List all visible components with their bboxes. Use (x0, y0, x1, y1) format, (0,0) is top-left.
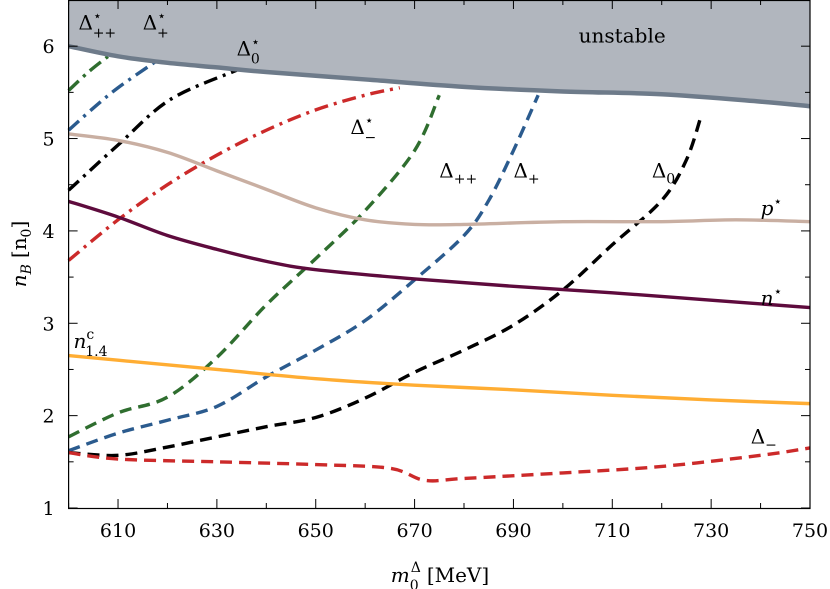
series-line-2 (67, 68, 238, 192)
series-line-5 (68, 94, 540, 453)
x-axis-label: m0Δ [MeV] (391, 560, 489, 589)
series-line-10 (68, 353, 811, 406)
x-tick-label: 650 (298, 520, 334, 542)
y-tick-label: 5 (43, 129, 55, 151)
unstable-region (68, 0, 811, 107)
plot-frame (67, 0, 811, 510)
x-tick-label: 630 (199, 520, 235, 542)
x-tick-label: 750 (792, 520, 828, 542)
x-tick-label: 710 (594, 520, 630, 542)
x-tick-label: 730 (693, 520, 729, 542)
series-line-1 (67, 60, 157, 132)
series-label-0: Δ⋆ ++ (78, 9, 116, 42)
series-label-4: Δ++ (439, 158, 477, 187)
series-label-6: Δ0 (652, 158, 675, 187)
y-axis-label: nB[n0] (7, 221, 35, 288)
unstable-label: unstable (579, 23, 666, 47)
x-tick-label: 670 (396, 520, 432, 542)
series-label-8: p⋆ (761, 194, 783, 220)
series-label-3: Δ⋆ − (350, 113, 376, 146)
y-tick-label: 1 (43, 498, 55, 520)
series-label-2: Δ⋆ 0 (237, 34, 260, 67)
series-line-8 (68, 132, 811, 227)
series-label-9: n⋆ (761, 284, 783, 310)
x-tick-label: 690 (495, 520, 531, 542)
unstable-boundary (68, 43, 811, 109)
x-tick-label: 610 (100, 520, 136, 542)
y-tick-label: 2 (43, 406, 55, 428)
series-line-6 (68, 114, 703, 458)
series-label-1: Δ⋆ + (143, 9, 169, 42)
y-tick-label: 4 (43, 221, 55, 243)
series-line-7 (68, 446, 811, 483)
series-line-3 (67, 86, 401, 262)
series-label-5: Δ+ (513, 158, 539, 187)
plot-area: unstable Δ⋆ ++ Δ⋆ + Δ⋆ 0 Δ⋆ − Δ++ Δ+ Δ0 Δ− p⋆ n⋆ nc 1.4 6… (43, 0, 828, 542)
series-line-9 (68, 199, 811, 310)
series-line-0 (67, 55, 110, 92)
series-label-10: nc 1.4 (74, 327, 108, 360)
series-label-7: Δ− (751, 424, 777, 453)
y-tick-label: 6 (43, 36, 55, 58)
y-tick-label: 3 (43, 313, 55, 335)
